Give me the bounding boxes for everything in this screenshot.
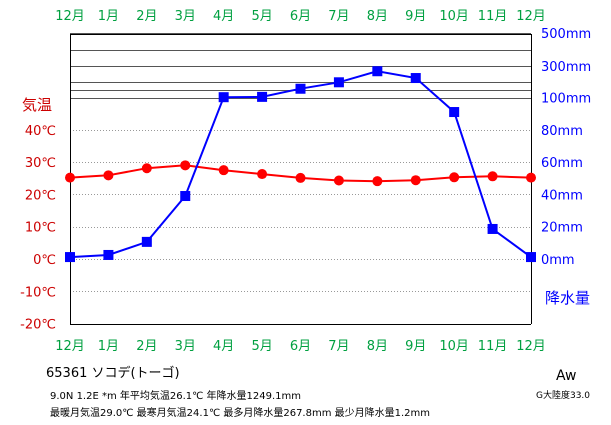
temp-tick-label: 10℃ (25, 221, 56, 236)
precip-tick-label: 20mm (541, 221, 583, 236)
temp-tick-label: 20℃ (25, 188, 56, 203)
precip-axis-title: 降水量 (545, 289, 590, 307)
month-label-top: 2月 (136, 9, 157, 24)
month-label-top: 5月 (251, 9, 272, 24)
temp-point (410, 175, 421, 186)
precip-point (449, 107, 460, 118)
month-label-bottom: 5月 (251, 339, 272, 354)
temp-tick-label: -20℃ (20, 318, 56, 333)
precip-point (141, 236, 152, 247)
temp-tick-label: 0℃ (33, 253, 56, 268)
station-name: 65361 ソコデ(トーゴ) (46, 366, 180, 381)
temp-point (449, 172, 460, 183)
month-label-top: 3月 (175, 9, 196, 24)
continentality: G大陸度33.0 (536, 391, 591, 401)
station-extremes: 最暖月気温29.0℃ 最寒月気温24.1℃ 最多月降水量267.8mm 最少月降… (50, 408, 431, 419)
month-label-top: 11月 (478, 9, 508, 24)
month-label-bottom: 10月 (439, 339, 469, 354)
month-label-bottom: 3月 (175, 339, 196, 354)
precip-point (295, 83, 306, 94)
temp-point (526, 172, 536, 183)
month-label-top: 8月 (367, 9, 388, 24)
temp-point (103, 170, 114, 181)
month-label-bottom: 9月 (405, 339, 426, 354)
temp-point (218, 165, 229, 176)
precip-tick-label: 100mm (541, 92, 591, 107)
month-label-bottom: 1月 (98, 339, 119, 354)
month-label-bottom: 8月 (367, 339, 388, 354)
month-label-bottom: 4月 (213, 339, 234, 354)
precip-point (372, 66, 383, 77)
precip-point (180, 191, 191, 202)
month-label-bottom: 11月 (478, 339, 508, 354)
temp-point (257, 169, 268, 180)
temp-point (487, 171, 498, 182)
precip-tick-label: 40mm (541, 188, 583, 203)
temp-point (295, 172, 306, 183)
temp-axis-title: 気温 (22, 96, 52, 114)
precip-point (487, 223, 498, 234)
month-label-top: 7月 (328, 9, 349, 24)
precip-tick-label: 300mm (541, 60, 591, 75)
month-label-bottom: 6月 (290, 339, 311, 354)
climate-class: Aw (556, 368, 577, 384)
precip-point (333, 77, 344, 88)
month-label-top: 6月 (290, 9, 311, 24)
precip-point (65, 252, 75, 263)
precip-point (526, 252, 536, 263)
temp-tick-label: -10℃ (20, 285, 56, 300)
station-summary: 9.0N 1.2E *m 年平均気温26.1℃ 年降水量1249.1mm (50, 391, 302, 402)
precip-tick-label: 500mm (541, 27, 591, 42)
temp-point (65, 172, 75, 183)
month-label-bottom: 7月 (328, 339, 349, 354)
precip-point (410, 73, 421, 84)
month-label-top: 1月 (98, 9, 119, 24)
month-label-top: 12月 (516, 9, 546, 24)
month-label-top: 4月 (213, 9, 234, 24)
temp-tick-label: 40℃ (25, 124, 56, 139)
temp-point (180, 160, 191, 171)
temp-point (141, 163, 152, 174)
month-label-top: 10月 (439, 9, 469, 24)
month-label-top: 12月 (55, 9, 85, 24)
precip-tick-label: 60mm (541, 156, 583, 171)
temp-tick-label: 30℃ (25, 156, 56, 171)
month-label-bottom: 12月 (55, 339, 85, 354)
temp-point (372, 176, 383, 187)
precip-point (257, 91, 268, 102)
precip-point (103, 249, 114, 260)
month-label-bottom: 2月 (136, 339, 157, 354)
month-label-bottom: 12月 (516, 339, 546, 354)
precip-point (218, 92, 229, 103)
month-label-top: 9月 (405, 9, 426, 24)
precip-tick-label: 80mm (541, 124, 583, 139)
temp-point (333, 175, 344, 186)
precip-tick-label: 0mm (541, 253, 575, 268)
